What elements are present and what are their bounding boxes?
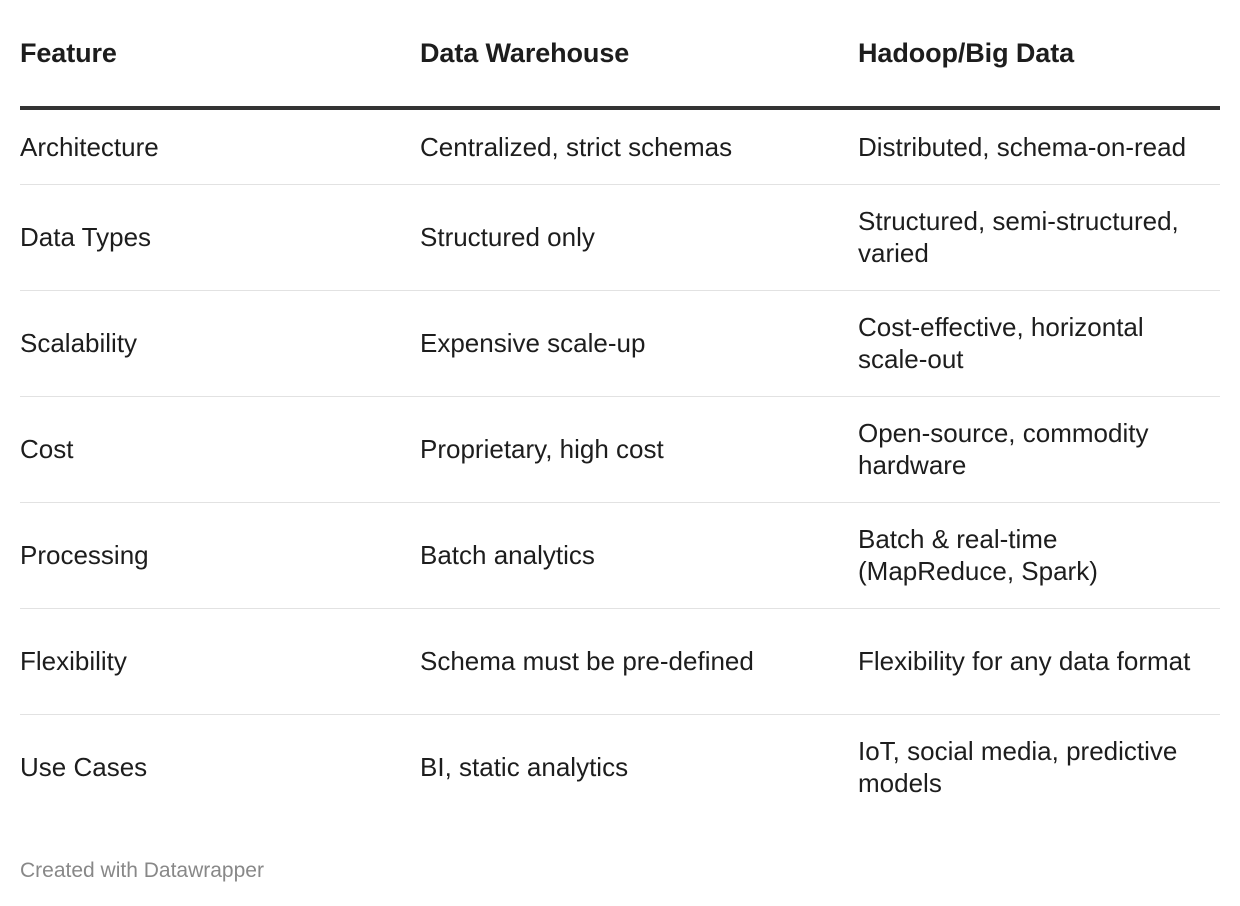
table-row: Architecture Centralized, strict schemas…: [20, 108, 1220, 185]
cell-feature: Flexibility: [20, 608, 420, 715]
footer-credit: Created with Datawrapper: [20, 859, 264, 882]
header-hadoop-big-data: Hadoop/Big Data: [858, 0, 1220, 110]
cell-feature: Scalability: [20, 290, 420, 397]
cell-data-warehouse: Batch analytics: [420, 502, 858, 609]
cell-data-warehouse: Centralized, strict schemas: [420, 108, 858, 185]
header-feature: Feature: [20, 0, 420, 110]
cell-data-warehouse: BI, static analytics: [420, 752, 629, 783]
table-row: Cost Proprietary, high cost Open-source,…: [20, 396, 1220, 503]
table-row: Processing Batch analytics Batch & real-…: [20, 502, 1220, 609]
cell-feature: Use Cases: [20, 752, 148, 783]
cell-data-warehouse: Structured only: [420, 184, 858, 291]
cell-feature: Architecture: [20, 108, 420, 185]
cell-hadoop: Open-source, commodity hardware: [858, 396, 1220, 503]
cell-hadoop: IoT, social media, predictive models: [858, 736, 1178, 799]
cell-feature: Cost: [20, 396, 420, 503]
cell-data-warehouse: Schema must be pre-defined: [420, 608, 858, 715]
table-row: Flexibility Schema must be pre-defined F…: [20, 608, 1220, 715]
table-header-row: Feature Data Warehouse Hadoop/Big Data: [20, 0, 1220, 110]
comparison-table: Feature Data Warehouse Hadoop/Big Data A…: [20, 0, 1220, 820]
cell-data-warehouse: Proprietary, high cost: [420, 396, 858, 503]
cell-feature: Data Types: [20, 184, 420, 291]
cell-feature: Processing: [20, 502, 420, 609]
header-data-warehouse: Data Warehouse: [420, 0, 858, 110]
cell-hadoop: Structured, semi-structured, varied: [858, 184, 1220, 291]
cell-hadoop: Batch & real-time (MapReduce, Spark): [858, 502, 1220, 609]
table-row: Use Cases BI, static analytics IoT, soci…: [20, 714, 1220, 820]
cell-hadoop: Cost-effective, horizontal scale-out: [858, 290, 1220, 397]
comparison-table-container: Feature Data Warehouse Hadoop/Big Data A…: [20, 0, 1220, 820]
cell-hadoop: Distributed, schema-on-read: [858, 108, 1220, 185]
table-row: Scalability Expensive scale-up Cost-effe…: [20, 290, 1220, 397]
table-row: Data Types Structured only Structured, s…: [20, 184, 1220, 291]
cell-hadoop: Flexibility for any data format: [858, 608, 1220, 715]
cell-data-warehouse: Expensive scale-up: [420, 290, 858, 397]
